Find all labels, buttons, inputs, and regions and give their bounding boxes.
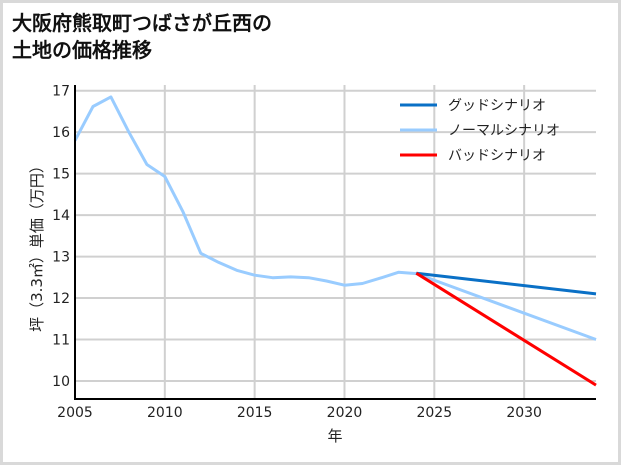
x-tick-label: 2015 [237, 405, 273, 421]
x-tick-label: 2020 [327, 405, 363, 421]
tick-labels: 10 11 12 13 14 15 16 17 2005 2010 2015 2020 2025 2030 [52, 84, 542, 421]
series-line [416, 271, 597, 296]
y-tick-label: 14 [52, 208, 70, 224]
y-tick-label: 10 [52, 374, 70, 390]
series-line [415, 271, 597, 387]
x-tick-label: 2030 [506, 405, 542, 421]
x-tick-label: 2010 [147, 405, 183, 421]
x-tick-label: 2025 [416, 405, 452, 421]
data-lines [73, 95, 597, 387]
gridlines [75, 85, 596, 399]
series-line [73, 95, 597, 341]
y-axis-label: 坪（3.3㎡）単価（万円） [28, 158, 46, 332]
legend-label: グッドシナリオ [448, 98, 546, 114]
chart-title: 大阪府熊取町つばさが丘西の 土地の価格推移 [12, 10, 272, 64]
legend-label: バッドシナリオ [448, 148, 546, 164]
y-tick-label: 16 [52, 125, 70, 141]
y-tick-label: 15 [52, 167, 70, 183]
y-tick-label: 17 [52, 84, 70, 100]
y-tick-label: 11 [52, 333, 70, 349]
x-tick-label: 2005 [57, 405, 93, 421]
x-axis-label: 年 [327, 427, 342, 445]
legend-label: ノーマルシナリオ [448, 123, 560, 139]
y-tick-label: 12 [52, 291, 70, 307]
title-line-2: 土地の価格推移 [12, 38, 152, 62]
title-line-1: 大阪府熊取町つばさが丘西の [12, 11, 272, 35]
axes [74, 85, 596, 400]
y-tick-label: 13 [52, 250, 70, 266]
